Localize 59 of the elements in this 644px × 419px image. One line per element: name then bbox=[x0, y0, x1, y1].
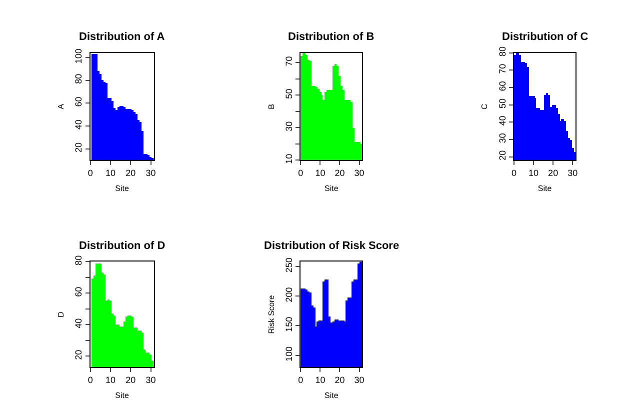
y-tick-label: 30 bbox=[284, 121, 294, 132]
y-tick-label: 100 bbox=[284, 346, 294, 362]
x-tick-label: 0 bbox=[88, 168, 93, 178]
x-tick-label: 20 bbox=[334, 374, 345, 385]
y-tick-label: 30 bbox=[497, 133, 508, 144]
x-tick-label: 10 bbox=[315, 168, 326, 178]
x-tick-label: 10 bbox=[315, 374, 326, 385]
chart-title: Distribution of B bbox=[288, 31, 374, 43]
y-axis-title: A bbox=[56, 103, 66, 110]
y-tick-label: 50 bbox=[284, 88, 294, 99]
x-axis-title: Site bbox=[115, 391, 130, 400]
x-tick-label: 20 bbox=[548, 168, 558, 178]
y-tick-label: 100 bbox=[74, 48, 84, 64]
chart-title: Distribution of A bbox=[79, 31, 165, 43]
chart-title: Distribution of Risk Score bbox=[264, 240, 400, 252]
y-axis-title: D bbox=[56, 311, 66, 318]
y-tick-label: 20 bbox=[74, 142, 84, 152]
x-tick-label: 10 bbox=[105, 168, 116, 178]
x-axis-title: Site bbox=[324, 184, 339, 194]
x-tick-label: 30 bbox=[354, 168, 364, 178]
y-tick-label: 40 bbox=[497, 116, 508, 126]
y-tick-label: 150 bbox=[284, 316, 294, 332]
x-tick-label: 10 bbox=[105, 374, 116, 385]
x-tick-label: 0 bbox=[88, 374, 93, 385]
x-tick-label: 30 bbox=[354, 374, 364, 385]
y-tick-label: 200 bbox=[284, 287, 294, 302]
y-tick-label: 50 bbox=[497, 98, 508, 108]
x-axis-title: Site bbox=[115, 184, 130, 194]
y-tick-label: 250 bbox=[284, 258, 294, 273]
y-tick-label: 40 bbox=[74, 120, 84, 130]
y-tick-label: 60 bbox=[74, 286, 84, 297]
x-tick-label: 0 bbox=[511, 168, 517, 178]
x-tick-label: 20 bbox=[126, 374, 136, 385]
y-axis-title: Risk Score bbox=[266, 294, 276, 334]
chart-title: Distribution of C bbox=[502, 31, 588, 43]
x-tick-label: 30 bbox=[568, 168, 578, 178]
y-tick-label: 20 bbox=[74, 350, 84, 360]
x-axis-title: Site bbox=[324, 391, 339, 400]
y-tick-label: 20 bbox=[497, 150, 508, 160]
chart-title: Distribution of D bbox=[79, 240, 166, 252]
x-tick-label: 0 bbox=[298, 168, 304, 178]
x-tick-label: 20 bbox=[334, 168, 345, 178]
x-tick-label: 30 bbox=[146, 168, 156, 178]
y-tick-label: 80 bbox=[497, 46, 508, 57]
x-axis-title: Site bbox=[538, 184, 552, 194]
y-tick-label: 10 bbox=[284, 154, 294, 164]
y-tick-label: 40 bbox=[74, 318, 84, 328]
x-tick-label: 10 bbox=[528, 168, 539, 178]
y-tick-label: 60 bbox=[74, 96, 84, 107]
y-tick-label: 80 bbox=[74, 255, 84, 266]
x-tick-label: 20 bbox=[126, 168, 136, 178]
y-axis-title: B bbox=[266, 104, 276, 110]
y-axis-title: C bbox=[480, 103, 490, 110]
y-tick-label: 70 bbox=[497, 64, 508, 74]
x-tick-label: 30 bbox=[146, 374, 156, 385]
y-tick-label: 80 bbox=[74, 74, 84, 84]
y-tick-label: 70 bbox=[284, 56, 294, 66]
x-tick-label: 0 bbox=[298, 374, 304, 385]
y-tick-label: 60 bbox=[497, 81, 508, 92]
